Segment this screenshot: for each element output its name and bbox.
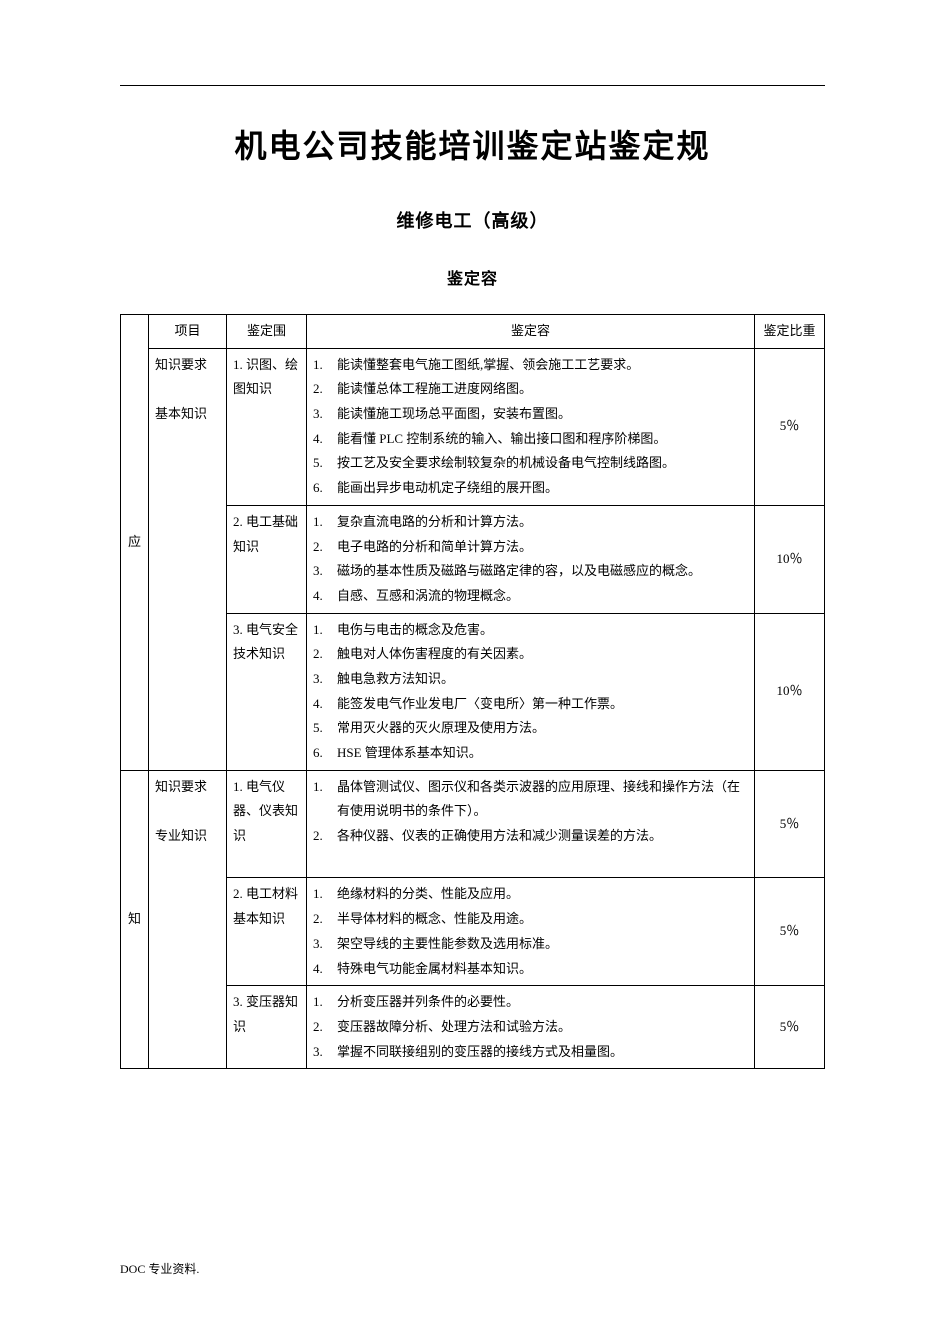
table-header-weight: 鉴定比重 <box>755 315 825 349</box>
weight-cell: 5％ <box>755 770 825 878</box>
content-cell: 1.能读懂整套电气施工图纸,掌握、领会施工工艺要求。2.能读懂总体工程施工进度网… <box>307 348 755 505</box>
table-header-content: 鉴定容 <box>307 315 755 349</box>
side-label-zhi: 知 <box>121 770 149 1069</box>
page-footer: DOC 专业资料. <box>120 1260 199 1277</box>
scope-cell: 2. 电工基础知识 <box>227 505 307 613</box>
weight-cell: 10％ <box>755 613 825 770</box>
content-cell: 1.分析变压器并列条件的必要性。2.变压器故障分析、处理方法和试验方法。3.掌握… <box>307 986 755 1069</box>
content-cell: 1.复杂直流电路的分析和计算方法。2.电子电路的分析和简单计算方法。3.磁场的基… <box>307 505 755 613</box>
table-header-scope: 鉴定围 <box>227 315 307 349</box>
weight-cell: 5％ <box>755 348 825 505</box>
document-subtitle: 维修电工（高级） <box>120 207 825 233</box>
project-cell: 知识要求 专业知识 <box>149 770 227 1069</box>
content-cell: 1.电伤与电击的概念及危害。2.触电对人体伤害程度的有关因素。3.触电急救方法知… <box>307 613 755 770</box>
scope-cell: 3. 电气安全技术知识 <box>227 613 307 770</box>
scope-cell: 3. 变压器知识 <box>227 986 307 1069</box>
scope-cell: 1. 电气仪器、仪表知识 <box>227 770 307 878</box>
document-title: 机电公司技能培训鉴定站鉴定规 <box>120 121 825 167</box>
scope-cell: 1. 识图、绘图知识 <box>227 348 307 505</box>
project-cell: 知识要求 基本知识 <box>149 348 227 770</box>
content-cell: 1.晶体管测试仪、图示仪和各类示波器的应用原理、接线和操作方法（在有使用说明书的… <box>307 770 755 878</box>
scope-cell: 2. 电工材料基本知识 <box>227 878 307 986</box>
appraisal-table: 应项目鉴定围鉴定容鉴定比重知识要求 基本知识1. 识图、绘图知识1.能读懂整套电… <box>120 314 825 1069</box>
weight-cell: 10％ <box>755 505 825 613</box>
section-header: 鉴定容 <box>120 265 825 289</box>
side-label-ying: 应 <box>121 315 149 771</box>
weight-cell: 5％ <box>755 878 825 986</box>
content-cell: 1.绝缘材料的分类、性能及应用。2.半导体材料的概念、性能及用途。3.架空导线的… <box>307 878 755 986</box>
weight-cell: 5％ <box>755 986 825 1069</box>
table-header-project: 项目 <box>149 315 227 349</box>
